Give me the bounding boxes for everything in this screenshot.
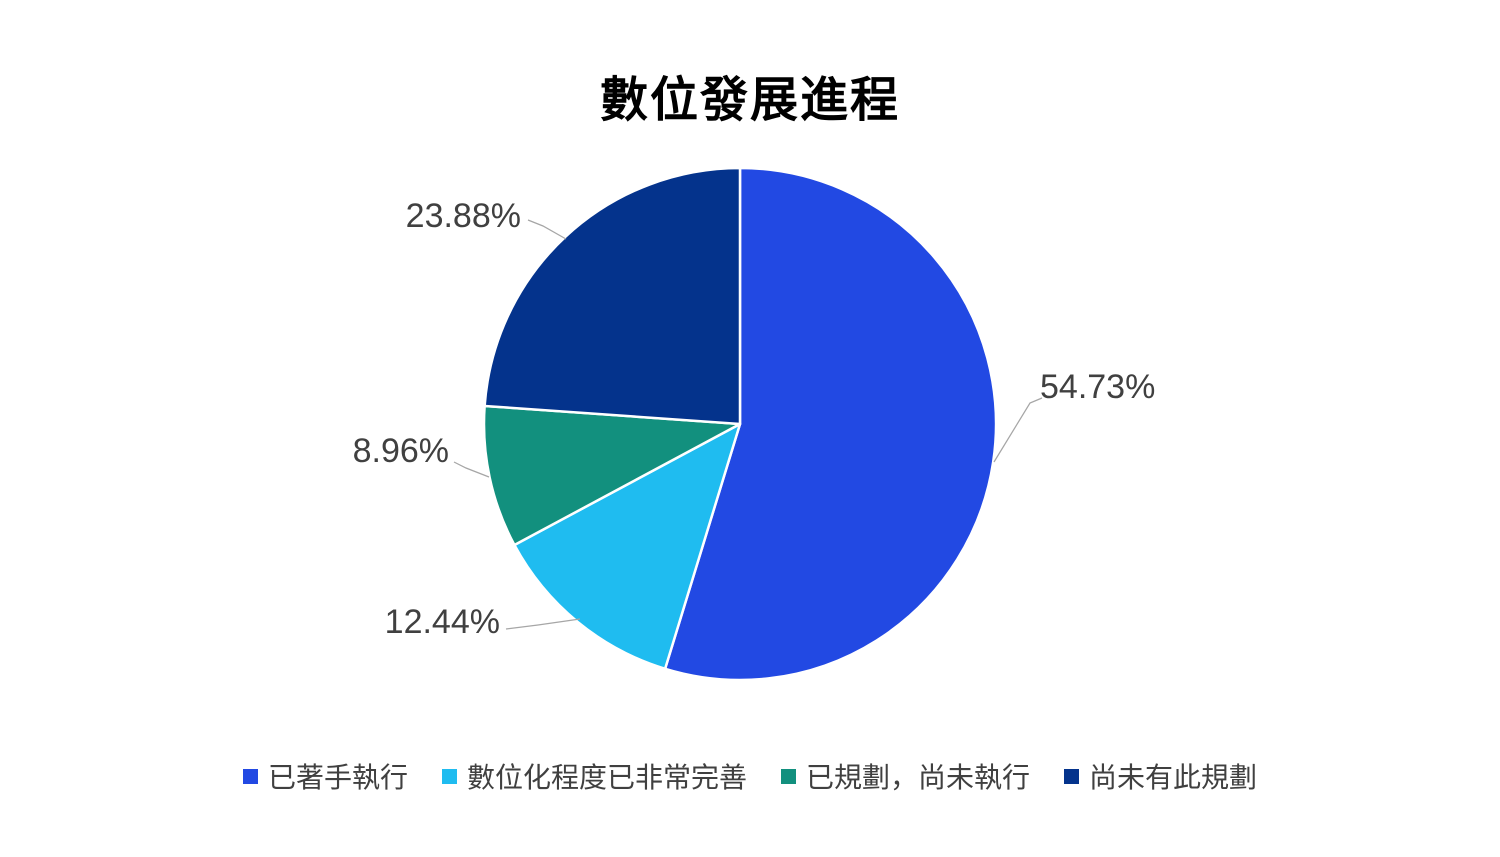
pie-slice-0 bbox=[663, 166, 998, 682]
legend-item-0: 已著手執行 bbox=[242, 756, 408, 796]
legend-marker-icon bbox=[441, 768, 457, 784]
leader-line-3 bbox=[527, 219, 567, 240]
legend-marker-icon bbox=[242, 768, 258, 784]
legend-item-1: 數位化程度已非常完善 bbox=[441, 756, 747, 796]
legend-label: 數位化程度已非常完善 bbox=[466, 762, 747, 793]
slice-value-label-0: 54.73% bbox=[1040, 368, 1155, 406]
chart-title: 數位發展進程 bbox=[599, 74, 900, 127]
slice-value-label-3: 23.88% bbox=[406, 197, 521, 235]
slice-value-label-2: 8.96% bbox=[353, 432, 449, 470]
legend-marker-icon bbox=[781, 768, 796, 784]
legend-label: 已規劃，尚未執行 bbox=[806, 762, 1031, 793]
leader-line-0 bbox=[993, 397, 1043, 463]
pie-slice-3 bbox=[483, 166, 742, 426]
legend-label: 尚未有此規劃 bbox=[1089, 762, 1258, 793]
pie-slice-2 bbox=[482, 404, 742, 547]
slice-value-label-1: 12.44% bbox=[385, 603, 500, 641]
leader-line-1 bbox=[505, 618, 581, 630]
leader-line-2 bbox=[453, 461, 490, 478]
legend-item-2: 已規劃，尚未執行 bbox=[781, 756, 1030, 796]
legend-label: 已著手執行 bbox=[267, 762, 408, 793]
legend-item-3: 尚未有此規劃 bbox=[1064, 756, 1257, 796]
pie-slice-1 bbox=[513, 422, 742, 671]
legend-marker-icon bbox=[1064, 768, 1080, 784]
legend: 已著手執行 數位化程度已非常完善 已規劃，尚未執行 尚未有此規劃 bbox=[0, 756, 1500, 796]
